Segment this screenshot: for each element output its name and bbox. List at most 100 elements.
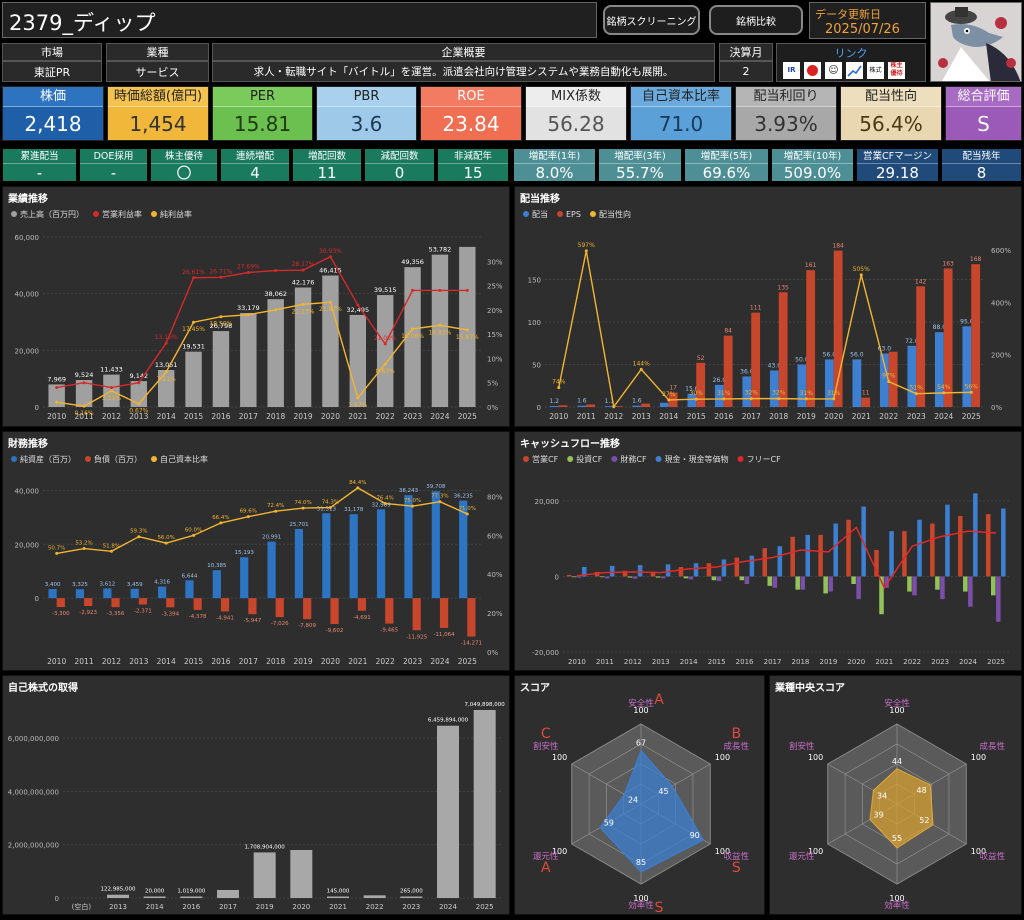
y2-tick: 80% (487, 493, 503, 501)
bar-label: -5,947 (244, 618, 262, 624)
kpi-label: 配当性向 (841, 87, 941, 107)
link-person-icon[interactable]: ☺ (825, 62, 842, 79)
bar-1 (806, 270, 816, 407)
line-label: 56.0% (157, 535, 174, 541)
line-label: 32% (772, 390, 786, 397)
legend-marker (589, 211, 596, 217)
bar-label: 39,708 (426, 484, 446, 490)
link-yutai-icon[interactable]: 株主 優待 (888, 62, 905, 79)
legend-label: 自己資本比率 (160, 454, 208, 464)
bar-label: 135 (777, 284, 789, 291)
payout-line (558, 250, 972, 409)
cf-bar-1 (599, 576, 605, 578)
x-tick: 2018 (769, 412, 788, 421)
point (55, 551, 59, 555)
bar-sales (349, 314, 367, 407)
bar-sales (376, 295, 394, 407)
bar-label: 168 (970, 256, 982, 263)
bar-1 (275, 598, 284, 618)
bar-label: 7,969 (47, 375, 66, 383)
point (694, 397, 698, 401)
line-label: 597% (578, 242, 595, 249)
x-tick: 2010 (568, 658, 586, 666)
x-tick: 2023 (402, 903, 420, 911)
radar-area (599, 749, 705, 873)
bar-label: 9,524 (75, 371, 94, 379)
bar-1 (751, 312, 761, 407)
x-tick: 2022 (903, 658, 921, 666)
x-tick: 2023 (907, 412, 926, 421)
x-tick: 2010 (47, 657, 66, 666)
cf-bar-3 (805, 534, 811, 577)
x-tick: 2019 (797, 412, 816, 421)
link-chart-icon[interactable] (846, 62, 863, 79)
stat-1: DOE採用 - (79, 148, 148, 182)
bar-0 (549, 405, 559, 407)
radar-max: 100 (889, 706, 904, 715)
link-irbank-icon[interactable]: IR (783, 62, 800, 79)
kpi-3: PBR 3.6 (316, 86, 417, 141)
x-tick: 2022 (376, 412, 395, 421)
stat-3: 連続増配 4 (220, 148, 290, 182)
cf-bar-0 (818, 534, 823, 577)
bar-label: -4,941 (216, 615, 234, 621)
y2-tick: 20% (487, 610, 503, 618)
update-label: データ更新日 (815, 8, 881, 21)
bar-1 (166, 598, 175, 608)
kpi-1: 時価総額(億円) 1,454 (107, 86, 209, 141)
line-label: 15.87% (456, 334, 479, 341)
overview-text: 求人・転職サイト「バイトル」を運営。派遣会社向け管理システムや業務自動化も展開。 (212, 61, 715, 82)
bar-label: 31,513 (317, 506, 337, 512)
y2-tick: 10% (487, 355, 503, 363)
y2-tick: 0% (991, 404, 1002, 412)
bar-1 (330, 598, 339, 625)
kpi-8: 配当性向 56.4% (840, 86, 942, 141)
bar-0 (907, 345, 917, 407)
cf-bar-2 (996, 576, 1001, 622)
line-label: 31% (827, 390, 841, 397)
screening-button[interactable]: 銘柄スクリーニング (603, 5, 700, 35)
cf-bar-0 (790, 536, 795, 577)
kpi-4: ROE 23.84 (420, 86, 522, 141)
cf-bar-2 (576, 576, 582, 578)
bar-label: 26.0 (713, 377, 727, 384)
bar-1 (138, 598, 148, 605)
haito-title: 配当推移 (520, 194, 560, 205)
bar-1 (641, 403, 651, 407)
point (301, 302, 305, 306)
bar-label: 50.0 (795, 357, 809, 364)
point (356, 303, 360, 307)
y2-tick: 60% (487, 532, 503, 540)
cf-bar-0 (622, 570, 628, 577)
legend-label: 配当性向 (599, 209, 631, 219)
kpi-value: 56.4% (859, 112, 923, 136)
radar-max: 100 (552, 753, 567, 762)
bar-sales (157, 370, 175, 407)
bar-label: 32,989 (371, 502, 391, 508)
stat-value: 69.6% (702, 164, 751, 182)
buyback-bar (217, 890, 239, 898)
market-value: 東証PR (2, 61, 102, 82)
y-tick: 4,000,000,000 (8, 788, 59, 796)
gyoseki-panel: 業績推移 売上高（百万円） 営業利益率 純利益率 0 20,000 40,000 60,00… (2, 186, 510, 427)
line-label: 59.3% (130, 529, 147, 535)
link-kabutan-icon[interactable] (804, 62, 821, 79)
y-tick: 0 (555, 573, 559, 581)
compare-button[interactable]: 銘柄比較 (709, 5, 803, 35)
y2-tick: 0% (487, 649, 498, 657)
line-label: 71.0% (459, 506, 476, 512)
bar-0 (267, 541, 276, 599)
radar-grade: A (541, 860, 551, 876)
point (465, 288, 469, 292)
legend-label: 負債（百万） (94, 454, 142, 464)
point (438, 500, 442, 504)
bar-label: -3,394 (161, 611, 179, 617)
cf-bar-3 (581, 567, 587, 577)
x-tick: 2013 (632, 412, 651, 421)
x-tick: 2016 (182, 903, 200, 911)
x-tick: 2020 (321, 412, 340, 421)
bar-0 (103, 588, 112, 599)
link-minkabu-icon[interactable]: 株式 (867, 62, 884, 79)
point (219, 315, 223, 319)
bar-0 (294, 528, 304, 599)
